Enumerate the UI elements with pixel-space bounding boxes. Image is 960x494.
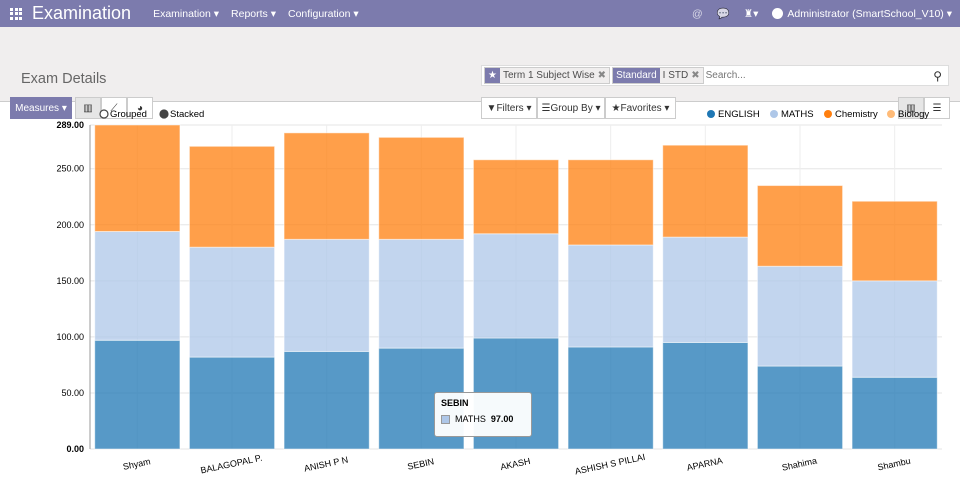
group-by-button[interactable]: ☰ Group By ▾ [537,97,605,119]
mode-stacked-radio[interactable] [159,109,169,119]
y-tick-label: 289.00 [56,120,84,130]
legend-swatch[interactable] [887,110,895,118]
group-by-label: Group By ▾ [550,102,601,114]
y-tick-label: 250.00 [56,164,84,174]
bar-maths [662,236,749,343]
at-icon[interactable]: @ [691,7,703,20]
bar-maths [756,265,844,367]
bar-chart-button[interactable]: ▥ [75,97,101,119]
legend-swatch[interactable] [707,110,715,118]
menu-examination[interactable]: Examination ▾ [153,7,220,20]
filter-icon: ▼ [486,102,497,114]
favorites-label: Favorites ▾ [620,102,670,114]
legend-item[interactable]: Chemistry [835,109,878,120]
bar-maths [378,238,465,349]
bar-chemistry [567,159,654,246]
menu-reports[interactable]: Reports ▾ [231,7,276,20]
stacked-bar-chart: 0.00 50.00 100.00 150.00 200.00 250.00 289.00 S… [56,109,942,477]
x-tick-label: Shahima [781,455,818,472]
user-name: Administrator (SmartSchool_V10) ▾ [787,7,952,20]
y-tick-label: 100.00 [56,332,84,342]
x-tick-label: BALAGOPAL P. [200,453,264,476]
avatar [772,8,784,19]
graph-view-button[interactable]: ▥ [898,97,924,119]
legend-swatch[interactable] [770,110,778,118]
bar-maths [851,280,938,378]
x-tick-label: ASHISH S PILLAI [574,452,646,477]
facet-value: I STD [662,70,689,81]
page-title: Exam Details [21,71,107,87]
bar-english [851,376,938,450]
search-icon[interactable]: ⚲ [933,68,942,83]
y-tick-label: 50.00 [61,388,84,398]
chat-icon[interactable]: 💬 [716,8,730,20]
search-input[interactable] [705,70,934,81]
top-navbar: Examination Examination ▾ Reports ▾ Conf… [0,0,960,27]
legend-item[interactable]: Biology [898,109,929,120]
y-tick-label: 200.00 [56,220,84,230]
mode-label: Stacked [170,109,204,120]
mode-grouped-radio[interactable] [99,109,109,119]
x-tick-label: Shyam [122,456,151,472]
pie-chart-button[interactable]: ◕ [127,97,153,119]
bar-maths [94,231,181,341]
y-tick-label: 0.00 [66,444,84,454]
chart-tooltip: SEBIN MATHS 97.00 [434,392,532,437]
bar-english [662,341,749,450]
bar-english [188,356,276,450]
search-facet[interactable]: Standard I STD ✖ [612,67,704,84]
bar-chemistry [283,132,370,240]
tooltip-title: SEBIN [441,398,469,408]
legend-swatch[interactable] [824,110,832,118]
bar-chemistry [851,200,938,282]
chart-area: 0.00 50.00 100.00 150.00 200.00 250.00 289.00 S… [0,103,960,491]
x-tick-label: SEBIN [406,456,435,471]
x-tick-label: Shambu [877,456,912,473]
measures-button[interactable]: Measures ▾ [10,97,72,119]
bar-chemistry [188,145,276,248]
menu-configuration[interactable]: Configuration ▾ [287,7,359,20]
legend-item[interactable]: MATHS [781,109,814,120]
x-tick-label: ANISH P N [303,455,349,474]
favorites-button[interactable]: ★ Favorites ▾ [605,97,676,119]
bar-chemistry [472,159,560,235]
filters-label: Filters ▾ [496,102,532,114]
bar-english [94,339,181,450]
x-tick-label: AKASH [499,456,531,472]
bar-chemistry [662,144,749,238]
activity-icon[interactable]: ♜▾ [743,7,759,20]
control-panel: Exam Details ★ Term 1 Subject Wise ✖ Stand… [0,27,960,119]
close-icon[interactable]: ✖ [597,70,607,81]
bar-maths [472,233,560,339]
tooltip-swatch [441,414,450,424]
tooltip-series: MATHS [455,414,486,424]
apps-menu-icon[interactable] [10,7,22,20]
mode-label: Grouped [110,109,147,120]
close-icon[interactable]: ✖ [691,70,700,81]
bar-chemistry [756,185,844,267]
bar-maths [283,238,370,352]
y-tick-label: 150.00 [56,276,84,286]
bar-maths [567,244,654,348]
bar-chemistry [94,124,181,233]
list-view-button[interactable]: ☰ [924,97,950,119]
filters-button[interactable]: ▼ Filters ▾ [481,97,537,119]
search-facet[interactable]: ★ Term 1 Subject Wise ✖ [484,67,611,84]
app-brand[interactable]: Examination [32,3,132,23]
legend-item[interactable]: ENGLISH [718,109,760,120]
x-tick-label: APARNA [686,455,724,472]
bar-chemistry [378,136,465,240]
bar-english [283,350,370,450]
list-icon: ☰ [541,102,551,114]
tooltip-value: 97.00 [490,414,514,424]
bar-maths [188,246,276,358]
facet-value: Term 1 Subject Wise [502,70,595,81]
bar-english [567,346,654,450]
facet-label: Standard [613,68,660,83]
star-icon: ★ [611,102,621,114]
user-menu[interactable]: Administrator (SmartSchool_V10) ▾ [772,8,952,20]
star-icon: ★ [485,68,500,83]
bar-english [756,365,844,450]
